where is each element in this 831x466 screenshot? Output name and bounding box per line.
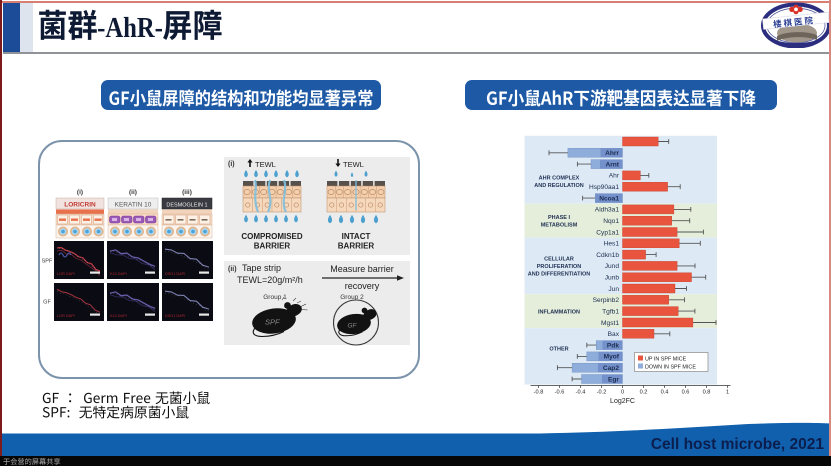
- svg-text:-0.2: -0.2: [597, 390, 607, 396]
- svg-text:K10 DAPI: K10 DAPI: [110, 272, 127, 276]
- svg-text:Junb: Junb: [605, 275, 620, 282]
- svg-text:0.4: 0.4: [661, 390, 669, 396]
- svg-text:Log2FC: Log2FC: [610, 398, 635, 405]
- svg-text:CELLULAR: CELLULAR: [544, 257, 574, 263]
- svg-text:TEWL=20g/m²/h: TEWL=20g/m²/h: [237, 275, 303, 285]
- svg-text:Pdk: Pdk: [607, 342, 619, 349]
- svg-text:PROLIFERATION: PROLIFERATION: [537, 264, 582, 270]
- svg-text:Cdkn1b: Cdkn1b: [596, 252, 619, 259]
- svg-text:-0.6: -0.6: [555, 390, 565, 396]
- svg-text:Aldh3a1: Aldh3a1: [595, 207, 620, 214]
- svg-text:recovery: recovery: [345, 281, 380, 291]
- svg-text:INFLAMMATION: INFLAMMATION: [538, 309, 580, 315]
- svg-text:INTACT: INTACT: [342, 232, 371, 241]
- svg-text:Egr: Egr: [608, 376, 619, 383]
- svg-text:SPF: SPF: [42, 259, 53, 265]
- svg-text:Bax: Bax: [608, 331, 620, 338]
- svg-text:DSG1 DAPI: DSG1 DAPI: [165, 272, 185, 276]
- svg-text:1: 1: [726, 390, 729, 396]
- svg-text:(ii): (ii): [129, 189, 137, 196]
- svg-text:GF: GF: [348, 323, 358, 330]
- svg-text:Tgfb1: Tgfb1: [602, 308, 619, 315]
- svg-text:Hes1: Hes1: [604, 241, 620, 248]
- svg-text:DSG1 DAPI: DSG1 DAPI: [165, 314, 185, 318]
- svg-text:PHASE I: PHASE I: [548, 215, 570, 221]
- svg-text:Ahrr: Ahrr: [605, 150, 619, 157]
- svg-text:LOR DAPI: LOR DAPI: [57, 314, 75, 318]
- svg-text:Jund: Jund: [605, 263, 620, 270]
- svg-text:0.6: 0.6: [682, 390, 690, 396]
- svg-text:(ii): (ii): [228, 266, 237, 273]
- svg-text:Nqo1: Nqo1: [603, 218, 619, 225]
- svg-text:Hsp90aa1: Hsp90aa1: [589, 184, 619, 191]
- svg-text:SPF: SPF: [265, 318, 280, 327]
- svg-text:Arnt: Arnt: [605, 161, 619, 168]
- svg-text:Ahr: Ahr: [609, 173, 620, 180]
- svg-text:AHR COMPLEX: AHR COMPLEX: [539, 176, 580, 182]
- svg-text:Cap2: Cap2: [603, 365, 619, 372]
- svg-text:0.8: 0.8: [703, 390, 711, 396]
- svg-text:Myof: Myof: [604, 354, 620, 361]
- svg-text:Cyp1a1: Cyp1a1: [596, 229, 619, 236]
- svg-text:BARRIER: BARRIER: [254, 242, 291, 251]
- svg-text:DOWN IN SPF MICE: DOWN IN SPF MICE: [645, 364, 696, 370]
- svg-text:BARRIER: BARRIER: [338, 242, 375, 251]
- svg-text:Jun: Jun: [608, 286, 619, 293]
- svg-text:GF: GF: [43, 300, 51, 306]
- svg-text:0.2: 0.2: [640, 390, 648, 396]
- svg-text:Tape strip: Tape strip: [242, 263, 281, 273]
- svg-text:-0.8: -0.8: [534, 390, 544, 396]
- svg-text:METABOLISM: METABOLISM: [541, 223, 578, 229]
- svg-text:Group 1: Group 1: [263, 294, 287, 301]
- svg-text:Group 2: Group 2: [340, 294, 364, 301]
- svg-text:AND REGULATION: AND REGULATION: [534, 183, 583, 189]
- svg-text:AND DIFFERENTIATION: AND DIFFERENTIATION: [528, 272, 591, 278]
- svg-text:LOR DAPI: LOR DAPI: [57, 272, 75, 276]
- svg-text:K10 DAPI: K10 DAPI: [110, 314, 127, 318]
- svg-text:0: 0: [621, 390, 624, 396]
- svg-text:(i): (i): [228, 161, 235, 168]
- svg-text:Mgst1: Mgst1: [601, 320, 619, 327]
- svg-text:-0.4: -0.4: [576, 390, 586, 396]
- svg-text:DESMOGLEIN 1: DESMOGLEIN 1: [166, 203, 207, 209]
- svg-text:(i): (i): [77, 189, 83, 196]
- svg-text:Serpinb2: Serpinb2: [593, 297, 620, 304]
- svg-text:TEWL: TEWL: [255, 160, 276, 169]
- svg-text:(iii): (iii): [182, 189, 192, 196]
- svg-text:KERATIN 10: KERATIN 10: [115, 202, 152, 209]
- svg-text:Measure barrier: Measure barrier: [330, 264, 394, 274]
- svg-text:TEWL: TEWL: [343, 160, 364, 169]
- svg-text:Ncoa1: Ncoa1: [599, 195, 619, 202]
- svg-text:OTHER: OTHER: [549, 347, 568, 353]
- svg-text:UP IN SPF MICE: UP IN SPF MICE: [645, 356, 687, 362]
- svg-text:LORICRIN: LORICRIN: [64, 202, 96, 209]
- svg-text:COMPROMISED: COMPROMISED: [241, 232, 303, 241]
